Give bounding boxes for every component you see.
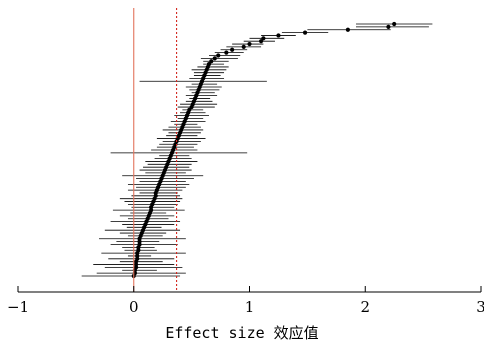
effect-point bbox=[230, 47, 235, 52]
x-axis bbox=[17, 286, 482, 293]
effect-point bbox=[302, 30, 308, 35]
effect-point bbox=[187, 107, 192, 113]
effect-point bbox=[386, 24, 391, 29]
effect-point bbox=[216, 53, 221, 58]
effect-point bbox=[276, 33, 281, 38]
effect-point bbox=[206, 61, 212, 67]
effect-point bbox=[247, 41, 252, 47]
effect-point bbox=[345, 27, 350, 32]
effect-point bbox=[261, 36, 266, 41]
reference-lines bbox=[133, 8, 178, 292]
effect-point bbox=[209, 59, 214, 64]
x-tick-label: 0 bbox=[129, 298, 139, 316]
effect-point bbox=[392, 21, 397, 27]
effect-point bbox=[224, 50, 229, 55]
x-tick-labels: −1 0 1 2 3 bbox=[7, 298, 484, 316]
effect-point bbox=[241, 44, 246, 50]
x-tick-label: 3 bbox=[476, 298, 484, 316]
effect-point bbox=[258, 39, 264, 44]
x-axis-title: Effect size 效应值 bbox=[165, 324, 318, 342]
effect-point bbox=[212, 56, 217, 61]
x-tick-label: 2 bbox=[360, 298, 370, 316]
x-tick-label: 1 bbox=[245, 298, 255, 316]
effect-points bbox=[131, 21, 397, 279]
x-tick-label: −1 bbox=[7, 298, 29, 316]
